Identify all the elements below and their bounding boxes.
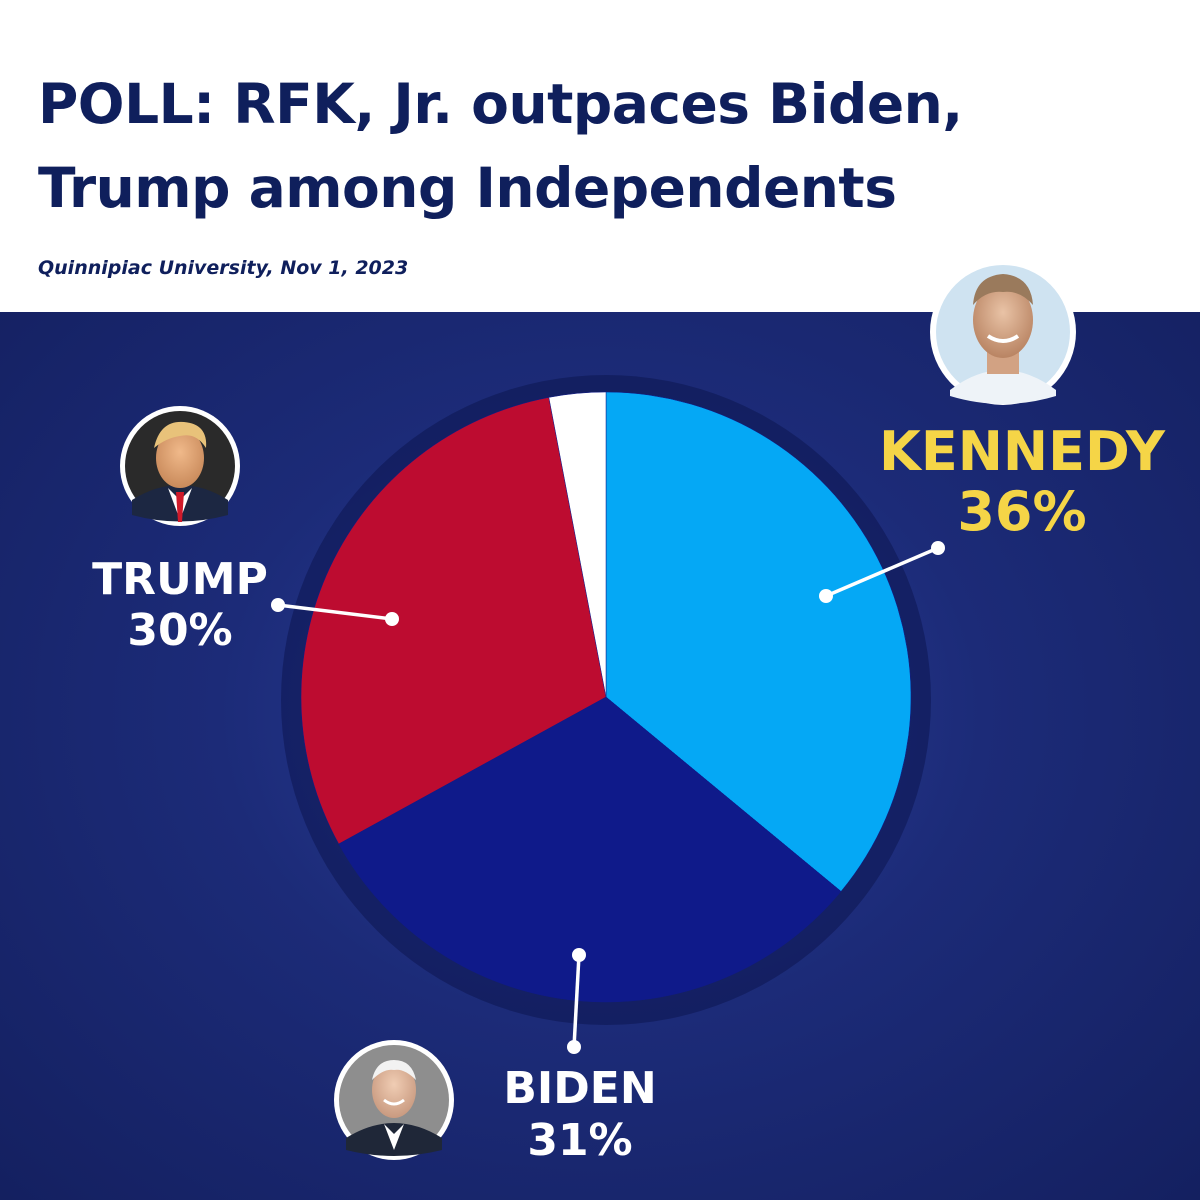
- pie-slice-kennedy: [605, 391, 912, 892]
- trump-value-label: 30%: [127, 605, 232, 656]
- pie-slice-other: [548, 391, 607, 698]
- trump-leader: [271, 598, 399, 626]
- pie-slices: [300, 391, 912, 1003]
- biden-portrait-icon: [334, 1040, 454, 1160]
- biden-name-label: BIDEN: [503, 1063, 656, 1114]
- biden-value-label: 31%: [527, 1115, 632, 1166]
- title-line-2: Trump among Independents: [38, 156, 897, 220]
- kennedy-name-label: KENNEDY: [879, 420, 1166, 483]
- biden-leader: [567, 948, 586, 1054]
- source-caption: Quinnipiac University, Nov 1, 2023: [38, 257, 409, 279]
- page-title: POLL: RFK, Jr. outpaces Biden, Trump amo…: [38, 62, 1178, 230]
- pie-slice-trump: [300, 397, 607, 845]
- trump-name-label: TRUMP: [92, 554, 268, 605]
- kennedy-value-label: 36%: [957, 480, 1086, 543]
- leader-lines: [271, 541, 945, 1054]
- trump-portrait-icon: [120, 406, 240, 526]
- kennedy-portrait-icon: [930, 259, 1076, 405]
- header: POLL: RFK, Jr. outpaces Biden, Trump amo…: [0, 0, 1200, 312]
- title-line-1: POLL: RFK, Jr. outpaces Biden,: [38, 72, 963, 136]
- kennedy-leader: [819, 541, 945, 603]
